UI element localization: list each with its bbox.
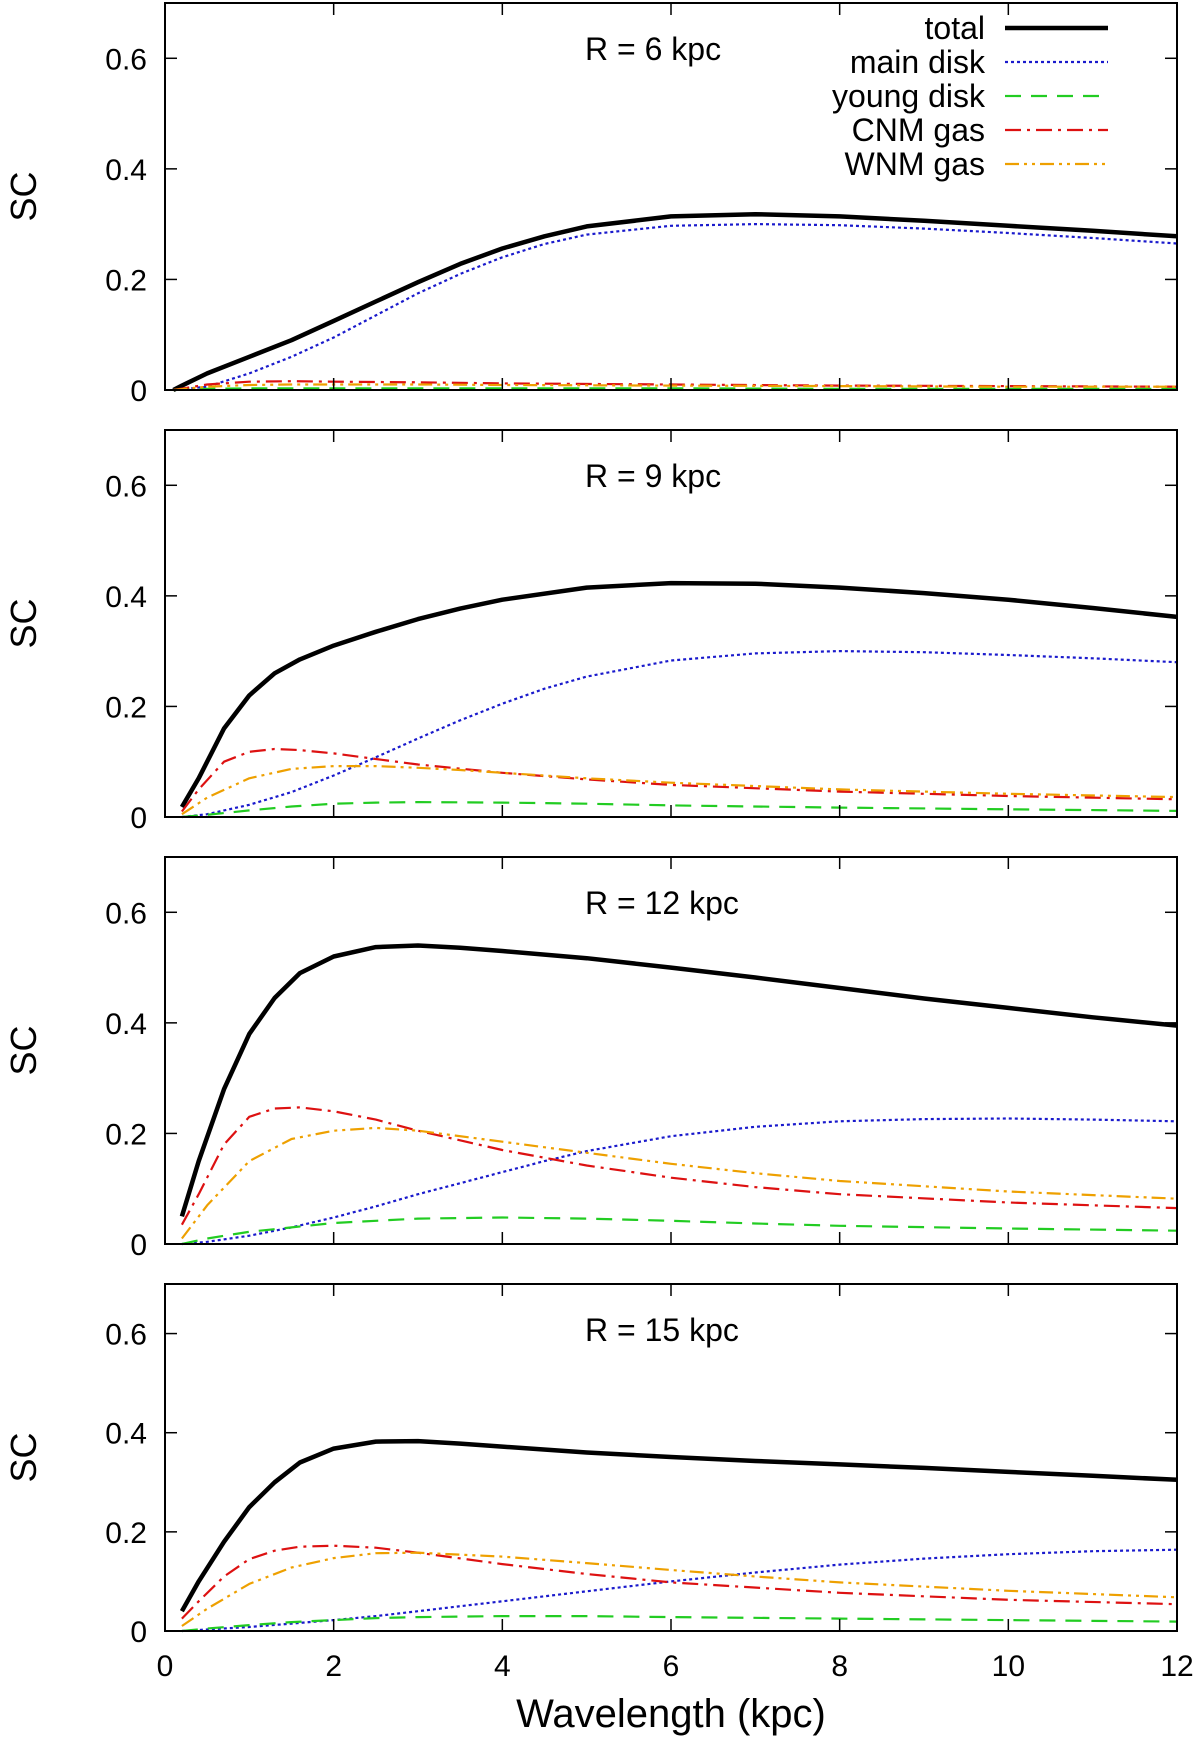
series-line-young-panel-4 bbox=[181, 1615, 1178, 1633]
x-tick-label: 2 bbox=[325, 1650, 342, 1683]
series-line-main-panel-3 bbox=[181, 1117, 1178, 1246]
legend-label-main: main disk bbox=[850, 44, 986, 80]
y-tick-label: 0.2 bbox=[105, 264, 147, 297]
y-axis-label: SC bbox=[3, 598, 44, 648]
panel-1: 0 0.2 0.4 0.6 SC R = 6 kpc bbox=[3, 2, 1178, 408]
series-line-cnm-panel-2 bbox=[181, 747, 1178, 813]
y-tick-label: 0.6 bbox=[105, 897, 147, 930]
series-line-wnm-panel-1 bbox=[173, 383, 1177, 392]
panel-title: R = 12 kpc bbox=[585, 885, 739, 921]
series-line-main-panel-2 bbox=[181, 650, 1178, 819]
panel-title: R = 6 kpc bbox=[585, 31, 721, 67]
series-line-total-panel-1 bbox=[172, 211, 1178, 392]
y-tick-label: 0.2 bbox=[105, 1118, 147, 1151]
panel-title: R = 9 kpc bbox=[585, 458, 721, 494]
series-line-cnm-panel-4 bbox=[181, 1544, 1178, 1620]
y-tick-label: 0 bbox=[130, 1229, 147, 1262]
legend-label-wnm: WNM gas bbox=[845, 146, 985, 182]
y-tick-label: 0.6 bbox=[105, 43, 147, 76]
panel-title: R = 15 kpc bbox=[585, 1312, 739, 1348]
x-tick-label: 12 bbox=[1160, 1650, 1193, 1683]
x-axis-label: Wavelength (kpc) bbox=[516, 1692, 826, 1736]
y-tick-label: 0 bbox=[130, 375, 147, 408]
x-tick-label: 6 bbox=[663, 1650, 680, 1683]
series-line-wnm-panel-4 bbox=[181, 1551, 1178, 1627]
y-tick-label: 0.4 bbox=[105, 154, 147, 187]
y-tick-label: 0 bbox=[130, 1616, 147, 1649]
series-line-main-panel-1 bbox=[173, 223, 1178, 392]
x-tick-label: 10 bbox=[992, 1650, 1025, 1683]
series-line-total-panel-2 bbox=[179, 580, 1178, 809]
y-axis-label: SC bbox=[3, 171, 44, 221]
legend-label-young: young disk bbox=[832, 78, 986, 114]
panel-3: 0 0.2 0.4 0.6 SC R = 12 kpc bbox=[3, 856, 1178, 1262]
series-line-total-panel-4 bbox=[179, 1438, 1178, 1613]
y-tick-label: 0 bbox=[130, 802, 147, 835]
panel-2: 0 0.2 0.4 0.6 SC R = 9 kpc bbox=[3, 429, 1178, 835]
y-tick-label: 0.2 bbox=[105, 691, 147, 724]
x-tick-label: 0 bbox=[157, 1650, 174, 1683]
series-line-young-panel-3 bbox=[181, 1216, 1178, 1246]
panel-4: 0 0.2 0.4 0.6 SC R = 15 kpc bbox=[3, 1283, 1178, 1649]
y-axis-label: SC bbox=[3, 1432, 44, 1482]
series-line-total-panel-3 bbox=[179, 943, 1178, 1218]
series-line-main-panel-4 bbox=[181, 1548, 1178, 1633]
legend-label-cnm: CNM gas bbox=[852, 112, 985, 148]
series-line-wnm-panel-3 bbox=[181, 1126, 1178, 1240]
x-tick-label: 4 bbox=[494, 1650, 511, 1683]
series-line-young-panel-1 bbox=[173, 387, 1177, 392]
y-tick-label: 0.6 bbox=[105, 1319, 147, 1352]
series-line-young-panel-2 bbox=[181, 801, 1178, 819]
series-line-cnm-panel-3 bbox=[180, 1106, 1178, 1226]
series-line-cnm-panel-1 bbox=[173, 380, 1178, 392]
y-tick-label: 0.4 bbox=[105, 1008, 147, 1041]
legend-label-total: total bbox=[925, 10, 985, 46]
y-tick-label: 0.2 bbox=[105, 1517, 147, 1550]
y-tick-label: 0.6 bbox=[105, 470, 147, 503]
series-line-wnm-panel-2 bbox=[181, 765, 1178, 816]
y-tick-label: 0.4 bbox=[105, 1418, 147, 1451]
panels: 0 0.2 0.4 0.6 SC R = 6 kpc 0 0.2 0.4 0.6 SC R = 9 k… bbox=[3, 2, 1194, 1683]
x-tick-label: 8 bbox=[831, 1650, 848, 1683]
y-axis-label: SC bbox=[3, 1025, 44, 1075]
y-tick-label: 0.4 bbox=[105, 581, 147, 614]
